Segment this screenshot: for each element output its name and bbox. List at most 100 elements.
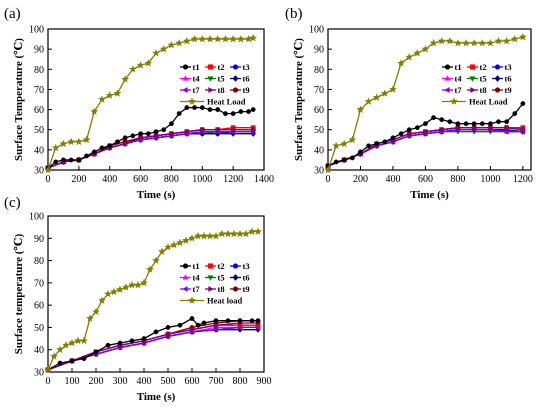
series-marker-t8 — [231, 126, 237, 133]
series-marker-heat — [98, 296, 106, 305]
series-marker-t1 — [81, 356, 87, 362]
legend-marker-t9 — [232, 87, 239, 93]
series-marker-heat — [397, 59, 406, 67]
series-marker-t8 — [504, 124, 510, 131]
series-marker-heat — [324, 165, 332, 174]
series-marker-t1 — [366, 143, 372, 149]
series-marker-t8 — [488, 124, 494, 131]
series-marker-heat — [134, 280, 142, 289]
series-marker-t1 — [201, 320, 207, 326]
legend-label-t9: t9 — [243, 85, 250, 95]
legend-label-t8: t8 — [218, 284, 225, 294]
series-marker-t1 — [463, 121, 469, 127]
y-tick-label: 100 — [29, 212, 44, 223]
series-marker-heat — [90, 107, 99, 115]
series-marker-heat — [236, 229, 244, 238]
legend-marker-t5 — [207, 275, 214, 281]
series-marker-heat — [372, 93, 381, 101]
y-tick-label: 90 — [34, 234, 44, 245]
series-marker-t1 — [487, 121, 493, 127]
series-marker-heat — [74, 336, 82, 345]
series-marker-t1 — [177, 322, 183, 328]
series-marker-t1 — [117, 340, 123, 346]
series-marker-t8 — [423, 128, 429, 135]
series-line-t1 — [47, 106, 254, 169]
series-marker-heat — [167, 40, 176, 49]
series-marker-heat — [224, 229, 232, 238]
y-tick-label: 80 — [34, 256, 44, 267]
series-marker-heat — [248, 227, 256, 235]
series-marker-heat — [121, 75, 130, 83]
series-marker-t8 — [407, 130, 413, 137]
series-marker-heat — [74, 137, 83, 146]
series-marker-t1 — [189, 316, 195, 321]
series-marker-heat — [249, 33, 258, 42]
series-marker-t1 — [246, 109, 251, 114]
legend-label-heat: Heat Load — [207, 97, 246, 107]
series-marker-heat — [194, 231, 202, 240]
legend-label-t2: t2 — [480, 62, 487, 72]
series-marker-t8 — [138, 135, 144, 141]
chart-panel-1: (a) 0 200 400 600 800 1000 1200 1400 30 40 50 60 70 80… — [4, 6, 274, 201]
legend-marker-t2 — [207, 64, 214, 70]
legend-label-t1: t1 — [193, 261, 200, 271]
legend-label-t6: t6 — [243, 273, 250, 283]
legend-marker-t3 — [494, 64, 501, 70]
legend-marker-t5 — [207, 76, 214, 82]
series-marker-heat — [206, 34, 214, 43]
legend: t1 t2 t3 t4 t5 t6 t7 t8 t9 Heat Load — [442, 62, 512, 107]
series-marker-heat — [405, 53, 414, 61]
series-marker-heat — [152, 48, 160, 57]
plot-frame — [47, 215, 265, 373]
series-marker-t8 — [520, 126, 526, 133]
series-marker-heat — [110, 287, 118, 296]
x-tick-label: 800 — [164, 174, 179, 185]
series-marker-t8 — [472, 124, 478, 131]
series-marker-heat — [51, 143, 60, 152]
y-tick-label: 50 — [314, 125, 324, 136]
x-tick-label: 400 — [385, 174, 400, 185]
series-marker-heat — [44, 365, 52, 374]
legend-label-t3: t3 — [243, 261, 250, 271]
series-marker-t1 — [153, 329, 159, 335]
series-marker-heat — [494, 36, 503, 45]
y-axis-title: Surface temperature (℃) — [13, 233, 25, 354]
series-marker-t1 — [223, 111, 228, 116]
x-tick-label: 200 — [71, 174, 86, 185]
x-tick-label: 500 — [161, 376, 176, 387]
series-marker-heat — [116, 285, 124, 293]
series-marker-heat — [175, 38, 184, 47]
series-marker-t1 — [215, 107, 221, 112]
series-marker-heat — [56, 345, 64, 354]
series-marker-heat — [136, 61, 145, 69]
series-marker-t1 — [406, 127, 412, 133]
x-axis-title: Time (s) — [137, 391, 176, 403]
legend-marker-t7 — [182, 87, 188, 93]
x-tick-label: 700 — [209, 376, 224, 387]
series-marker-heat — [128, 280, 136, 289]
series-marker-t1 — [504, 119, 510, 125]
legend-marker-t8 — [208, 87, 214, 93]
series-marker-t8 — [251, 126, 257, 133]
series-marker-t1 — [122, 135, 128, 141]
plot-frame — [327, 28, 532, 171]
legend: t1 t2 t3 t4 t5 t6 t7 t8 t9 Heat Load — [180, 62, 250, 107]
series-marker-t8 — [184, 128, 190, 135]
x-tick-label: 600 — [133, 174, 148, 185]
legend-marker-t4 — [444, 75, 451, 81]
legend-label-t5: t5 — [480, 74, 487, 84]
series-marker-heat — [164, 243, 172, 251]
series-marker-t8 — [154, 132, 160, 139]
y-tick-label: 70 — [34, 278, 44, 289]
series-marker-t1 — [374, 141, 380, 147]
series-marker-heat — [59, 139, 68, 148]
series-marker-t1 — [199, 105, 205, 110]
series-marker-heat — [413, 48, 422, 57]
y-axis-title: Surface Temperature (℃) — [13, 38, 25, 161]
series-marker-t8 — [123, 141, 129, 147]
series-marker-t1 — [455, 121, 461, 127]
y-tick-label: 40 — [34, 145, 44, 156]
series-marker-heat — [50, 352, 58, 360]
